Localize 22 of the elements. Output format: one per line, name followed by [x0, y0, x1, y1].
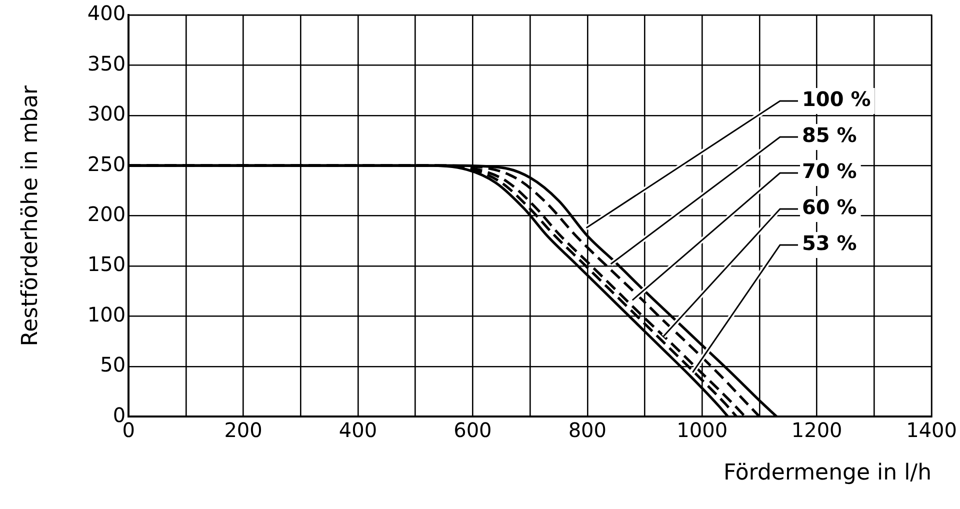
- y-tick-label: 250: [87, 152, 126, 176]
- x-tick-label: 800: [568, 418, 607, 442]
- x-tick-label: 400: [338, 418, 378, 442]
- y-tick-label: 350: [87, 51, 126, 76]
- y-tick-label: 300: [87, 102, 126, 126]
- y-tick-label: 200: [87, 202, 126, 226]
- text: 53 %: [802, 231, 857, 256]
- text: 70 %: [802, 159, 857, 184]
- text: 60 %: [802, 195, 857, 220]
- text: 100 %: [802, 87, 871, 112]
- x-tick-label: 600: [454, 418, 492, 442]
- x-axis-title: Fördermenge in l/h: [723, 460, 932, 486]
- text: 85 %: [802, 123, 857, 148]
- y-tick-label: 50: [100, 352, 126, 377]
- x-tick-label: 1400: [906, 418, 958, 442]
- x-tick-label: 200: [224, 418, 262, 442]
- x-tick-label: 1200: [791, 418, 842, 442]
- x-tick-label: 1000: [676, 418, 728, 442]
- y-axis-title: Restförderhöhe in mbar: [18, 84, 43, 346]
- y-tick-label: 400: [87, 1, 126, 26]
- y-tick-label: 150: [87, 252, 126, 276]
- y-tick-label: 100: [87, 302, 126, 326]
